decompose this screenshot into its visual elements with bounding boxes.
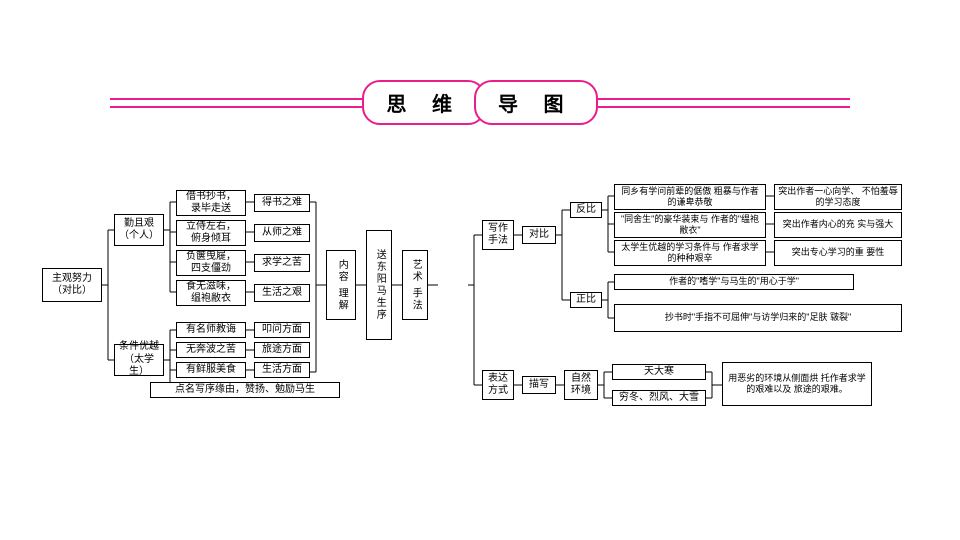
- title-left: 思 维: [362, 80, 486, 125]
- title-pill-group: 思 维 导 图: [362, 80, 597, 125]
- node-rr2: 突出作者内心的充 实与强大: [774, 212, 902, 238]
- node-zb: 正比: [570, 292, 602, 308]
- title-bar: 思 维 导 图: [0, 80, 960, 125]
- node-ee: 用恶劣的环境从侧面烘 托作者求学的艰难以及 旅途的艰难。: [722, 362, 872, 406]
- title-right: 导 图: [474, 80, 598, 125]
- node-db: 对比: [522, 226, 556, 244]
- node-b3: 负箧曳屣， 四支僵劲: [176, 250, 246, 276]
- node-fb: 反比: [570, 202, 602, 218]
- node-w1: 写作 手法: [482, 220, 514, 250]
- node-e1: 天大寒: [612, 364, 706, 380]
- title-rule-right: [598, 98, 850, 108]
- node-a1: 勤且艰 （个人）: [114, 214, 164, 246]
- node-z1: 作者的"嗜学"与马生的"用心于学": [614, 274, 854, 290]
- node-bb4: 生活之艰: [254, 284, 310, 302]
- node-root: 主观努力 （对比）: [42, 268, 102, 302]
- node-z2: 抄书时"手指不可屈伸"与访学归来的"足肤 皲裂": [614, 304, 902, 332]
- node-cc2: 旅途方面: [254, 342, 310, 358]
- spacer: [438, 250, 468, 320]
- node-b2: 立侍左右， 俯身倾耳: [176, 220, 246, 246]
- node-a2: 条件优越 （太学生）: [114, 344, 164, 376]
- node-mid1: 内容 理解: [326, 250, 356, 320]
- node-rr1: 突出作者一心向学、 不怕羞辱的学习态度: [774, 184, 902, 210]
- node-w2: 表达 方式: [482, 370, 514, 400]
- node-r3: 太学生优越的学习条件与 作者求学的种种艰辛: [614, 240, 766, 266]
- node-mid2: 送东阳马生序: [366, 230, 392, 340]
- node-bb2: 从师之难: [254, 224, 310, 242]
- node-mid3: 艺术 手法: [402, 250, 428, 320]
- node-b1: 借书抄书， 录毕走送: [176, 190, 246, 216]
- title-rule-left: [110, 98, 362, 108]
- node-c2: 无奔波之苦: [176, 342, 246, 358]
- node-bb1: 得书之难: [254, 194, 310, 212]
- node-cc1: 叩问方面: [254, 322, 310, 338]
- node-bb3: 求学之苦: [254, 254, 310, 272]
- node-zr: 自然 环境: [564, 370, 598, 400]
- node-b4: 食无滋味， 缊袍敝衣: [176, 280, 246, 306]
- node-c1: 有名师教诲: [176, 322, 246, 338]
- node-r1: 同乡有学问前辈的倨傲 粗暴与作者的谦卑恭敬: [614, 184, 766, 210]
- node-e2: 穷冬、烈风、大雪: [612, 390, 706, 406]
- mindmap-diagram: 主观努力 （对比） 勤且艰 （个人） 条件优越 （太学生） 借书抄书， 录毕走送…: [0, 190, 960, 450]
- node-rr3: 突出专心学习的重 要性: [774, 240, 902, 266]
- node-c3: 有鲜服美食: [176, 362, 246, 378]
- node-ms: 描写: [522, 376, 556, 394]
- node-r2: "同舍生"的豪华装束与 作者的"缊袍敝衣": [614, 212, 766, 238]
- node-cc3: 生活方面: [254, 362, 310, 378]
- node-note: 点名写序缘由，赞扬、勉励马生: [150, 382, 340, 398]
